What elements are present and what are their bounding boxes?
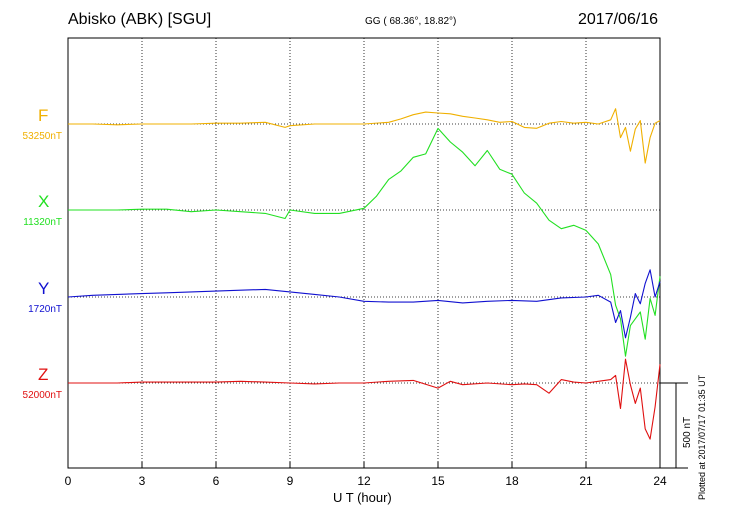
series-line-z [68, 358, 661, 440]
series-baseline-x: 11320nT [23, 217, 62, 228]
x-axis-ticks: 0 3 6 9 12 15 18 21 24 [65, 462, 667, 488]
x-tick-label: 24 [653, 474, 667, 488]
plotted-timestamp: Plotted at 2017/07/17 01:35 UT [697, 374, 707, 500]
series-lines [67, 108, 661, 440]
x-tick-label: 18 [505, 474, 519, 488]
station-title: Abisko (ABK) [SGU] [68, 11, 212, 28]
series-line-x [68, 127, 661, 357]
series-name-f: F [38, 106, 49, 125]
plot-frame [67, 37, 661, 469]
series-line-f [68, 108, 661, 164]
x-tick-label: 15 [431, 474, 445, 488]
x-tick-label: 0 [65, 474, 72, 488]
x-axis-label: U T (hour) [333, 490, 392, 505]
series-name-z: Z [38, 365, 49, 384]
x-tick-label: 12 [357, 474, 371, 488]
x-tick-label: 9 [287, 474, 294, 488]
series-baseline-y: 1720nT [28, 304, 62, 315]
chart-date: 2017/06/16 [578, 11, 659, 28]
grid [67, 37, 661, 469]
scale-bar-label: 500 nT [682, 416, 693, 448]
x-tick-label: 6 [213, 474, 220, 488]
scale-bar [660, 382, 688, 469]
station-coordinates: GG ( 68.36°, 18.82°) [365, 16, 457, 27]
series-name-x: X [38, 192, 50, 211]
x-tick-label: 3 [139, 474, 146, 488]
series-baseline-z: 52000nT [22, 390, 62, 401]
series-baseline-f: 53250nT [22, 131, 62, 142]
series-name-y: Y [38, 279, 50, 298]
series-line-y [67, 269, 661, 339]
x-tick-label: 21 [579, 474, 593, 488]
